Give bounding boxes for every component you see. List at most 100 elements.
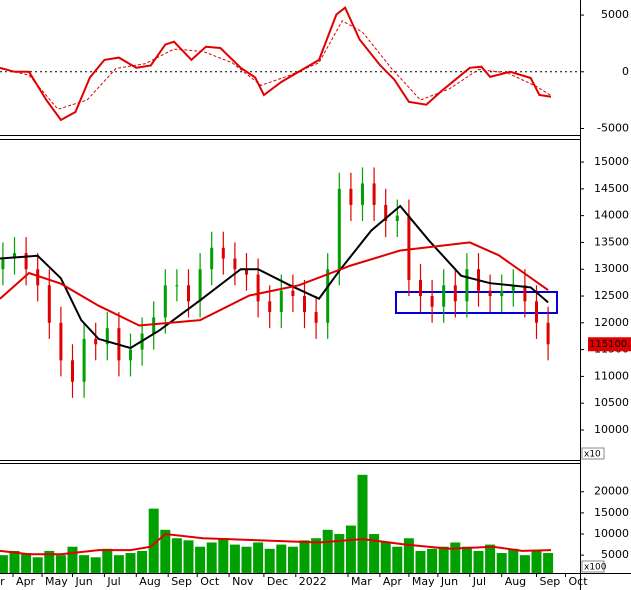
- y-tick-label: 13500: [594, 235, 629, 248]
- candle-body: [453, 285, 457, 302]
- volume-bar: [183, 540, 194, 573]
- y-tick-label: -5000: [597, 121, 629, 134]
- y-tick-label: 12500: [594, 289, 629, 302]
- y-tick-label: 14000: [594, 209, 629, 222]
- highlight-box: [395, 291, 558, 314]
- candle-body: [105, 328, 109, 345]
- volume-bar: [519, 555, 530, 573]
- volume-bar: [229, 544, 240, 573]
- candle-body: [13, 253, 16, 259]
- x-tick-label: Aug: [139, 575, 160, 588]
- y-tick-label: 20000: [594, 485, 629, 498]
- volume-bar: [369, 534, 380, 573]
- candle-body: [279, 290, 283, 313]
- y-tick-label: 10000: [594, 527, 629, 540]
- volume-bar: [380, 542, 391, 573]
- candle-body: [337, 188, 341, 270]
- x-tick-label: Aug: [505, 575, 526, 588]
- candle-body: [59, 322, 63, 361]
- panel: [0, 474, 554, 573]
- volume-bar: [543, 553, 554, 573]
- candle-body: [245, 269, 248, 275]
- x-tick-label: Jun: [75, 575, 93, 588]
- volume-bar: [195, 546, 206, 573]
- indicator-line: [0, 204, 549, 350]
- volume-bar: [357, 474, 368, 573]
- multiplier-label: x10: [584, 450, 601, 460]
- volume-bar: [427, 548, 438, 573]
- volume-bar: [67, 546, 78, 573]
- x-tick-label: May: [45, 575, 68, 588]
- candle-body: [24, 253, 28, 270]
- candle-body: [291, 290, 295, 297]
- x-tick-label: r: [0, 575, 5, 588]
- x-tick-label: May: [412, 575, 435, 588]
- y-tick-label: 14500: [594, 182, 629, 195]
- multiplier-box: [581, 560, 605, 573]
- x-tick-label: Jul: [472, 575, 486, 588]
- volume-bar: [438, 546, 449, 573]
- candle-body: [268, 301, 272, 313]
- indicator-line: [0, 20, 552, 110]
- volume-bar: [148, 508, 159, 573]
- volume-bar: [345, 525, 356, 573]
- candle-body: [546, 322, 550, 345]
- volume-bar: [461, 546, 472, 573]
- candle-body: [488, 290, 492, 297]
- candle-body: [326, 269, 330, 323]
- x-tick-label: Apr: [383, 575, 403, 588]
- volume-bar: [508, 548, 519, 573]
- y-tick-label: 11000: [594, 369, 629, 382]
- panel: [0, 6, 580, 122]
- indicator-line: [0, 6, 552, 122]
- y-tick-label: 5000: [601, 548, 629, 561]
- x-tick-label: Mar: [351, 575, 372, 588]
- candle-body: [511, 285, 515, 291]
- candle-body: [221, 247, 225, 259]
- volume-bar: [485, 544, 496, 573]
- candle-body: [535, 301, 538, 323]
- candle-body: [163, 285, 167, 318]
- y-tick-label: 5000: [601, 8, 629, 21]
- candle-body: [372, 183, 376, 205]
- volume-bar: [32, 557, 43, 573]
- candle-body: [187, 285, 190, 302]
- volume-bar: [450, 542, 461, 573]
- y-tick-label: 15000: [594, 506, 629, 519]
- indicator-line: [0, 532, 552, 556]
- volume-bar: [241, 546, 252, 573]
- last-price-label: 115100.0: [589, 339, 631, 350]
- x-tick-label: Apr: [16, 575, 36, 588]
- candle-body: [210, 247, 214, 270]
- candle-body: [407, 215, 411, 280]
- volume-bar: [171, 538, 182, 573]
- candle-body: [152, 317, 156, 334]
- candle-body: [233, 258, 237, 270]
- candle-body: [361, 183, 364, 205]
- y-tick-label: 13000: [594, 262, 629, 275]
- y-tick-label: 0: [622, 65, 629, 78]
- x-tick-label: Oct: [200, 575, 220, 588]
- volume-bar: [113, 555, 124, 573]
- volume-bar: [276, 544, 287, 573]
- candle-body: [198, 269, 202, 302]
- volume-bar: [531, 550, 542, 573]
- multiplier-label: x100: [584, 563, 607, 573]
- x-tick-label: Nov: [232, 575, 254, 588]
- volume-bar: [0, 555, 8, 573]
- volume-bar: [334, 534, 345, 573]
- candle-body: [36, 269, 40, 286]
- x-tick-label: Dec: [267, 575, 288, 588]
- volume-bar: [264, 548, 275, 573]
- x-tick-label: Oct: [569, 575, 589, 588]
- x-tick-label: 2022: [299, 575, 327, 588]
- candle-body: [303, 296, 306, 313]
- x-tick-label: Jul: [106, 575, 120, 588]
- volume-bar: [79, 555, 90, 573]
- y-tick-label: 10500: [594, 396, 629, 409]
- x-tick-label: Sep: [540, 575, 561, 588]
- candle-body: [384, 204, 388, 221]
- volume-bar: [287, 546, 298, 573]
- y-tick-label: 12000: [594, 316, 629, 329]
- x-tick-label: Jun: [440, 575, 458, 588]
